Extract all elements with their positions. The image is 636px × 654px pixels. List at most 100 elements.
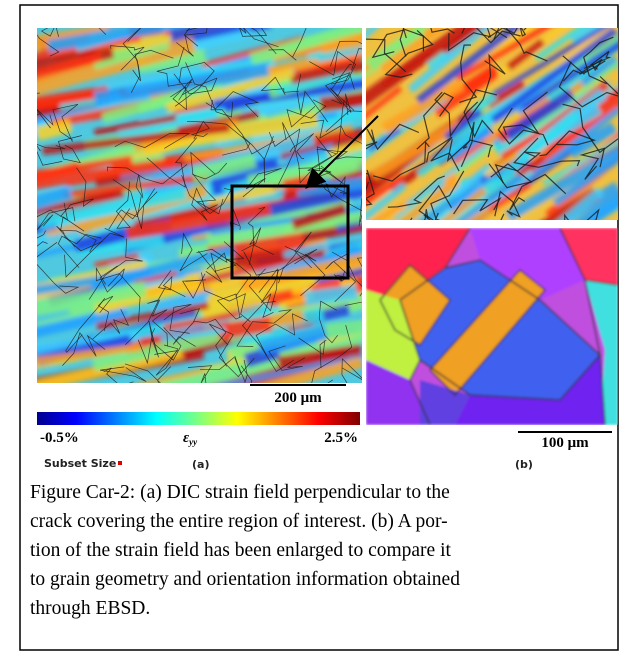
grain-boundary: [173, 73, 218, 96]
grain-boundary: [564, 208, 600, 220]
grain-boundary: [434, 91, 479, 138]
grain-boundary: [410, 209, 429, 220]
grain-boundary: [114, 133, 191, 149]
grain-boundary: [448, 28, 508, 52]
grain-boundary: [37, 202, 68, 221]
strain-band: [366, 86, 403, 131]
grain-boundary: [179, 232, 208, 272]
grain-boundary: [329, 72, 355, 111]
strain-band: [163, 306, 264, 332]
grain-boundary: [242, 167, 282, 198]
strain-band: [432, 173, 524, 220]
ebsd-map: [366, 228, 618, 425]
grain-boundary: [239, 28, 279, 48]
grain-boundary: [236, 309, 293, 347]
grain-boundary: [583, 36, 614, 85]
grain-boundary: [298, 337, 327, 369]
grain-boundary: [331, 251, 362, 306]
grain-boundary: [108, 191, 158, 230]
strain-band: [379, 28, 459, 73]
grain-boundary: [463, 89, 498, 138]
scale-bg: [248, 383, 348, 405]
strain-band: [37, 28, 111, 62]
strain-band: [369, 177, 461, 220]
grain-boundary: [62, 332, 106, 366]
grain-boundary: [209, 323, 255, 378]
grain-boundary: [191, 187, 218, 221]
grain-boundary: [358, 198, 362, 227]
caption-line: Figure Car-2: (a) DIC strain field perpe…: [30, 482, 450, 503]
grain-boundary: [37, 108, 54, 129]
grain-boundary: [260, 269, 280, 318]
grain-boundary: [99, 265, 125, 293]
strain-band: [42, 123, 230, 156]
strain-band: [217, 191, 284, 212]
subset-marker: [118, 461, 122, 465]
grain-boundary: [106, 164, 188, 185]
strain-band: [173, 102, 213, 115]
strain-band: [37, 186, 73, 219]
grain-boundary: [488, 163, 533, 189]
grain-boundary: [497, 107, 549, 146]
grain-boundary: [37, 242, 80, 294]
grain-boundary: [402, 28, 455, 39]
grain-boundary: [125, 287, 166, 346]
grain-boundary: [493, 28, 548, 62]
grain-boundary: [366, 141, 378, 175]
strain-band: [37, 157, 177, 190]
grain-boundary: [201, 272, 251, 323]
grain-boundary: [418, 184, 453, 220]
strain-band: [63, 173, 208, 199]
strain-band: [201, 35, 305, 68]
grain-boundary: [300, 119, 362, 144]
grain-boundary: [146, 137, 197, 188]
strain-band: [37, 51, 103, 96]
strain-field-b: [366, 28, 618, 220]
strain-band: [275, 71, 354, 95]
grain-boundary: [461, 28, 521, 44]
strain-band: [37, 302, 122, 348]
strain-band: [552, 148, 618, 207]
strain-band: [381, 78, 465, 135]
strain-band: [240, 250, 362, 292]
grain-boundary: [371, 28, 425, 59]
grain-boundary: [487, 28, 527, 39]
grain-boundary: [112, 179, 156, 229]
grain-boundary: [247, 206, 275, 256]
grain-boundary: [193, 318, 227, 367]
caption-line: crack covering the entire region of inte…: [30, 511, 448, 532]
strain-band: [37, 343, 142, 371]
strain-band: [93, 42, 170, 70]
caption-line: to grain geometry and orientation inform…: [30, 569, 460, 590]
strain-band: [169, 28, 272, 46]
strain-band: [93, 114, 177, 136]
grain-boundary: [509, 173, 567, 211]
strain-band: [443, 108, 483, 142]
grain-boundary: [318, 300, 338, 344]
strain-band: [366, 182, 407, 220]
strain-band: [93, 274, 203, 315]
subscript: yy: [188, 437, 198, 447]
strain-band: [319, 29, 362, 54]
strain-band: [366, 28, 487, 110]
grain-boundary: [366, 169, 375, 206]
grain-boundary: [115, 181, 131, 229]
grain-boundary: [148, 321, 182, 361]
grain-boundary: [128, 381, 134, 383]
colorbar-symbol: εyy: [183, 430, 198, 447]
strain-band: [249, 28, 362, 66]
grain-boundary: [137, 328, 159, 365]
strain-band: [118, 122, 162, 139]
grain-boundary: [124, 363, 172, 383]
strain-band: [291, 203, 348, 230]
strain-band: [404, 172, 518, 220]
grain-boundary: [41, 28, 60, 37]
grain-boundary: [467, 53, 506, 121]
grain-boundary: [181, 175, 232, 215]
strain-band: [92, 328, 224, 372]
strain-band: [89, 244, 236, 293]
grain-boundary: [37, 230, 46, 239]
grain-boundary: [282, 122, 311, 184]
scale-label: 100 μm: [541, 435, 589, 451]
